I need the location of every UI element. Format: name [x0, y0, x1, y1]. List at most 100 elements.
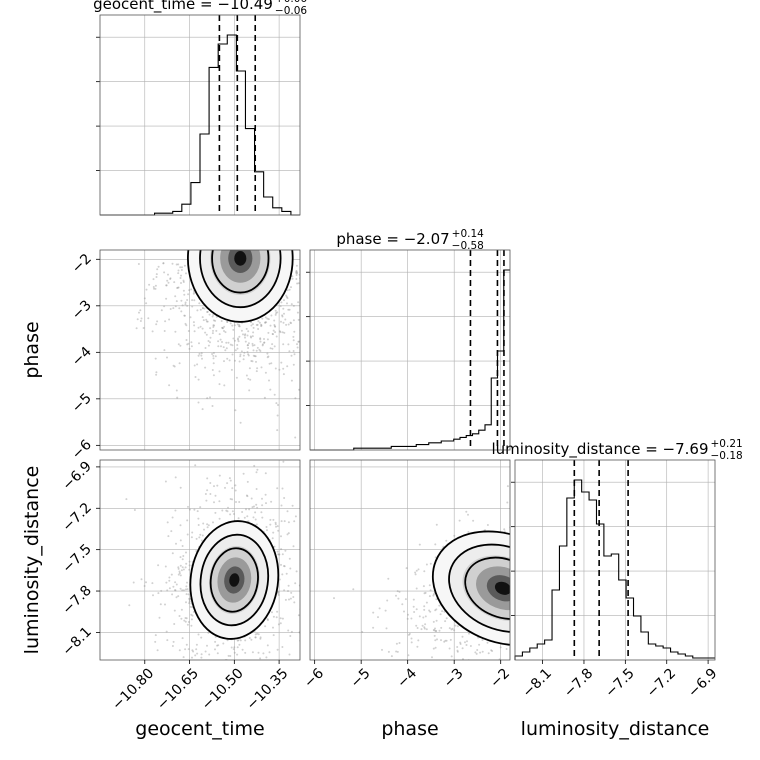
sample-point: [257, 633, 260, 636]
sample-point: [143, 297, 146, 300]
sample-point: [518, 538, 520, 540]
sample-point: [255, 523, 258, 526]
sample-point: [194, 654, 197, 657]
sample-point: [173, 609, 176, 612]
sample-point: [525, 583, 527, 585]
sample-point: [187, 342, 190, 345]
sample-point: [318, 297, 320, 299]
sample-point: [273, 325, 276, 328]
contour-line: [431, 530, 510, 647]
sample-point: [193, 330, 196, 333]
sample-point: [540, 580, 542, 582]
sample-point: [578, 633, 580, 635]
sample-point: [529, 592, 531, 594]
sample-point: [243, 334, 246, 337]
sample-point: [192, 321, 195, 324]
sample-point: [531, 600, 533, 602]
sample-point: [248, 637, 251, 639]
sample-point: [594, 508, 596, 510]
sample-point: [196, 363, 199, 366]
sample-point: [188, 564, 191, 567]
sample-point: [549, 597, 551, 599]
sample-point: [613, 578, 615, 580]
sample-point: [264, 316, 267, 319]
sample-point: [602, 574, 604, 576]
sample-point: [224, 331, 227, 334]
sample-point: [218, 333, 221, 336]
sample-point: [565, 569, 567, 571]
sample-point: [174, 589, 176, 592]
sample-point: [561, 575, 563, 577]
sample-point: [154, 640, 157, 643]
sample-point: [511, 621, 513, 623]
sample-point: [188, 568, 191, 571]
sample-point: [528, 592, 530, 594]
sample-point: [197, 517, 200, 520]
sample-point: [148, 283, 151, 286]
sample-point: [522, 544, 524, 546]
sample-point: [301, 336, 303, 338]
sample-point: [205, 318, 208, 321]
sample-point: [280, 548, 283, 551]
sample-point: [547, 549, 549, 551]
sample-point: [570, 544, 572, 546]
sample-point: [431, 656, 433, 659]
sample-point: [604, 596, 606, 598]
sample-point: [193, 508, 196, 511]
sample-point: [192, 650, 195, 653]
sample-point: [629, 531, 631, 533]
sample-point: [140, 317, 143, 320]
sample-point: [517, 562, 519, 564]
sample-point: [182, 568, 185, 571]
sample-point: [180, 569, 183, 572]
sample-point: [151, 330, 154, 333]
sample-point: [415, 706, 417, 708]
sample-point: [513, 602, 515, 604]
sample-point: [242, 358, 245, 361]
sample-point: [157, 564, 160, 567]
sample-point: [595, 562, 597, 564]
sample-point: [171, 552, 174, 555]
sample-point: [196, 510, 199, 513]
sample-point: [283, 299, 285, 302]
sample-point: [467, 531, 470, 533]
sample-point: [288, 653, 291, 656]
sample-point: [544, 630, 546, 632]
sample-point: [279, 622, 282, 625]
sample-point: [445, 617, 448, 620]
sample-point: [302, 319, 304, 321]
sample-point: [276, 414, 279, 417]
sample-point: [165, 630, 168, 633]
sample-point: [601, 489, 603, 491]
sample-point: [527, 600, 529, 602]
sample-point: [528, 501, 530, 503]
sample-point: [533, 638, 535, 640]
sample-point: [439, 613, 442, 616]
sample-point: [543, 572, 545, 574]
sample-point: [595, 528, 597, 530]
y-tick-label: −4: [69, 344, 95, 370]
sample-point: [433, 634, 436, 637]
sample-point: [525, 607, 527, 609]
sample-point: [594, 566, 596, 568]
sample-point: [177, 286, 180, 289]
sample-point: [541, 558, 543, 560]
sample-point: [526, 561, 528, 563]
sample-point: [535, 632, 537, 634]
sample-point: [265, 502, 267, 505]
sample-point: [253, 464, 256, 467]
sample-point: [295, 278, 298, 280]
sample-point: [523, 569, 525, 571]
sample-point: [410, 617, 413, 620]
sample-point: [521, 597, 523, 599]
sample-point: [125, 498, 128, 501]
sample-point: [234, 359, 236, 362]
sample-point: [288, 350, 291, 353]
sample-point: [292, 319, 295, 322]
sample-point: [562, 585, 564, 587]
sample-point: [190, 613, 193, 616]
sample-point: [195, 648, 198, 651]
sample-point: [476, 649, 479, 651]
sample-point: [225, 341, 228, 344]
sample-point: [647, 499, 649, 501]
